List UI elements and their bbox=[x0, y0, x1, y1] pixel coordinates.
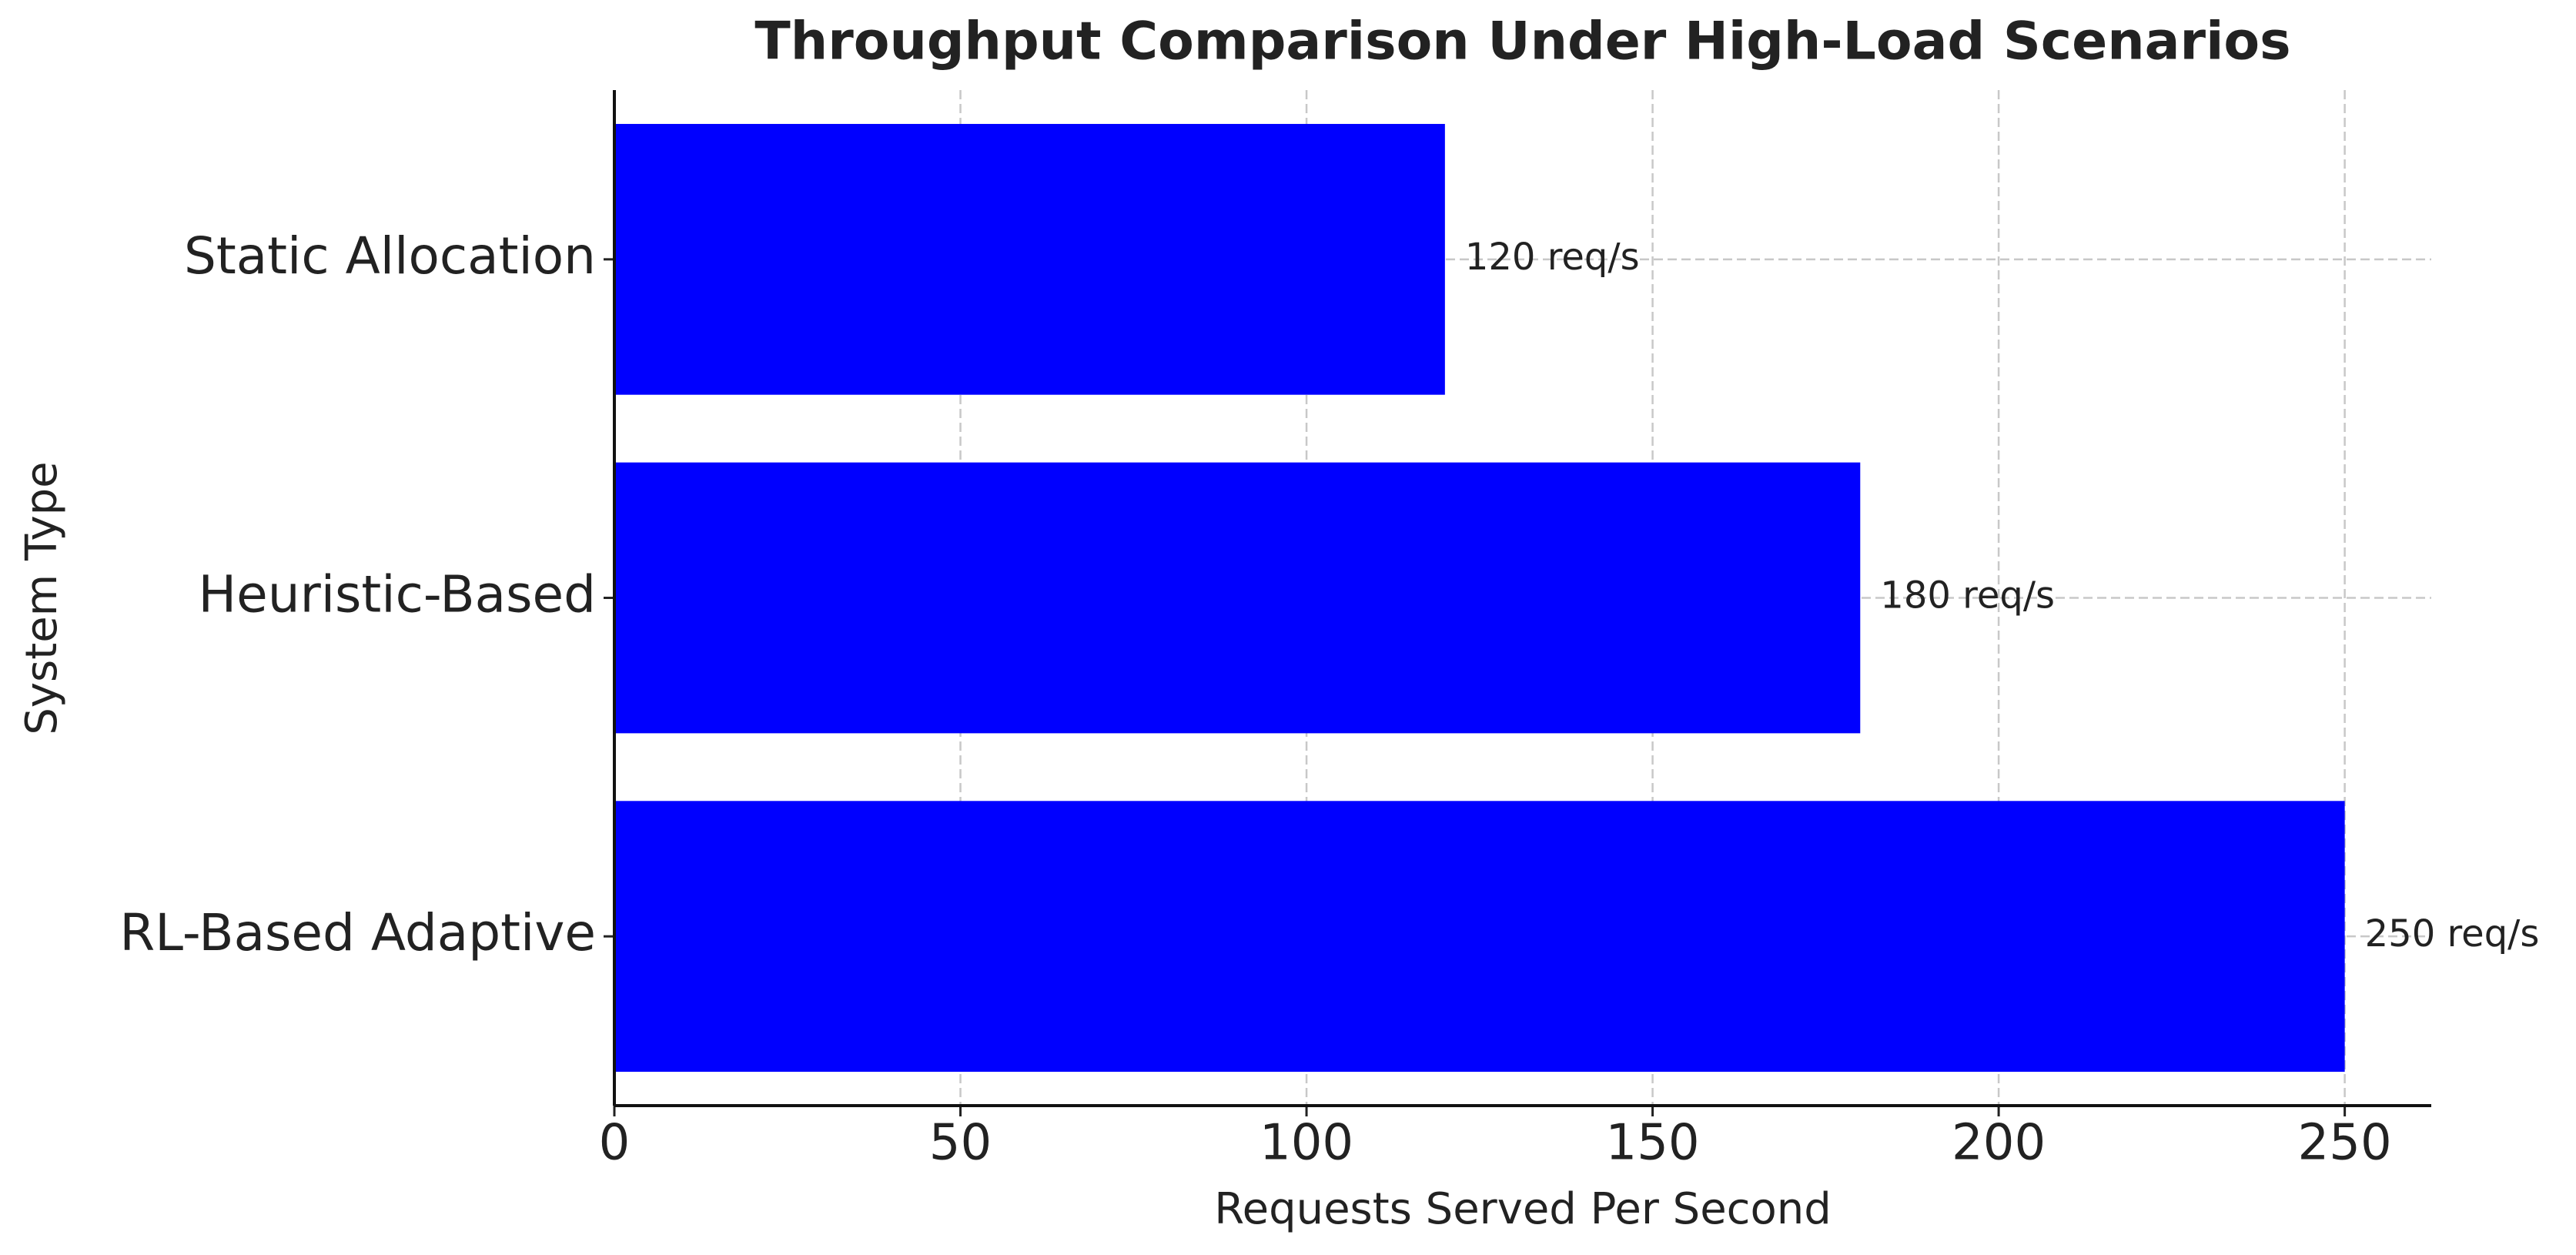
value-label: 250 req/s bbox=[2365, 912, 2540, 955]
x-axis-label: Requests Served Per Second bbox=[1214, 1184, 1832, 1234]
x-tick-label: 100 bbox=[1260, 1115, 1353, 1172]
y-tick-label: RL-Based Adaptive bbox=[119, 903, 596, 962]
x-tick-label: 150 bbox=[1605, 1115, 1699, 1172]
x-tick-label: 200 bbox=[1952, 1115, 2046, 1172]
x-tick-label: 250 bbox=[2298, 1115, 2392, 1172]
y-tick-label: Static Allocation bbox=[184, 226, 596, 286]
bar bbox=[614, 462, 1861, 734]
x-tick-label: 0 bbox=[599, 1115, 631, 1172]
bar bbox=[614, 801, 2345, 1073]
y-tick-label: Heuristic-Based bbox=[199, 565, 597, 624]
chart-title: Throughput Comparison Under High-Load Sc… bbox=[754, 12, 2290, 72]
value-label: 180 req/s bbox=[1880, 574, 2055, 617]
x-tick-label: 50 bbox=[929, 1115, 992, 1172]
y-axis-label: System Type bbox=[17, 461, 67, 735]
value-label: 120 req/s bbox=[1465, 236, 1640, 279]
bar bbox=[614, 123, 1445, 395]
